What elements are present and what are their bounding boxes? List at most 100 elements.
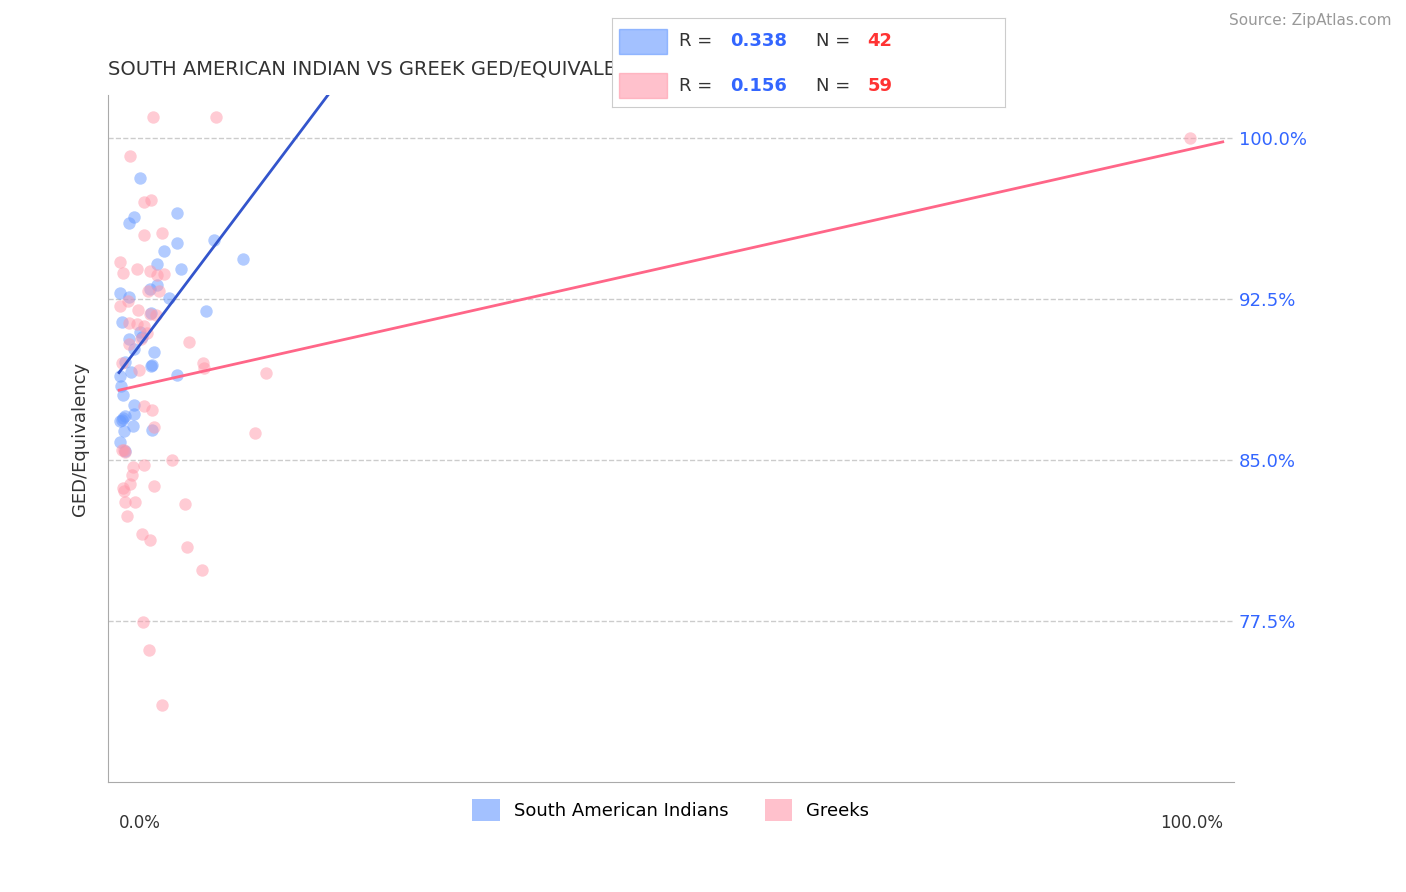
Point bbox=[139, 307, 162, 321]
Legend: South American Indians, Greeks: South American Indians, Greeks bbox=[465, 791, 876, 828]
Point bbox=[120, 365, 142, 379]
Point bbox=[143, 419, 166, 434]
Point bbox=[136, 284, 159, 298]
Point bbox=[112, 411, 135, 425]
Point bbox=[118, 477, 141, 491]
Point bbox=[153, 267, 176, 281]
Point bbox=[112, 388, 135, 402]
Point bbox=[117, 294, 139, 309]
Point bbox=[232, 252, 254, 267]
Point bbox=[170, 261, 193, 276]
Point bbox=[157, 292, 180, 306]
Point bbox=[134, 195, 156, 210]
Bar bbox=[620, 73, 666, 98]
Y-axis label: GED/Equivalency: GED/Equivalency bbox=[72, 362, 89, 516]
Point bbox=[146, 277, 169, 292]
Point bbox=[115, 508, 138, 523]
Point bbox=[110, 379, 132, 393]
Point bbox=[111, 315, 134, 329]
Point bbox=[118, 290, 141, 304]
Text: 100.0%: 100.0% bbox=[1160, 814, 1223, 832]
Text: 42: 42 bbox=[868, 32, 893, 50]
Point bbox=[176, 541, 198, 555]
Point bbox=[166, 235, 188, 250]
Point bbox=[112, 424, 135, 438]
Point bbox=[118, 316, 141, 330]
Point bbox=[122, 342, 145, 356]
Point bbox=[129, 326, 152, 340]
Point bbox=[111, 266, 134, 280]
Point bbox=[205, 110, 228, 124]
Point bbox=[141, 359, 163, 373]
Point bbox=[134, 319, 156, 334]
Point bbox=[112, 442, 135, 457]
Point bbox=[114, 494, 136, 508]
Point bbox=[150, 698, 173, 712]
Point bbox=[166, 205, 188, 219]
Point bbox=[256, 366, 278, 380]
Point bbox=[129, 333, 152, 347]
Point bbox=[131, 329, 153, 343]
Point bbox=[141, 403, 163, 417]
Point bbox=[108, 299, 131, 313]
Point bbox=[129, 170, 152, 185]
Text: N =: N = bbox=[817, 32, 856, 50]
Point bbox=[121, 459, 143, 474]
Point bbox=[145, 309, 167, 323]
Point bbox=[142, 479, 165, 493]
Point bbox=[177, 335, 200, 350]
Point bbox=[139, 533, 162, 547]
Point bbox=[146, 268, 169, 283]
Point bbox=[108, 434, 131, 449]
Point bbox=[110, 255, 132, 269]
Point bbox=[118, 332, 141, 346]
Point bbox=[108, 286, 131, 301]
Point bbox=[111, 413, 134, 427]
Point bbox=[112, 483, 135, 498]
Point bbox=[122, 407, 145, 421]
Point bbox=[122, 210, 145, 224]
Point bbox=[162, 452, 184, 467]
Point bbox=[124, 495, 146, 509]
Point bbox=[134, 458, 156, 472]
Point bbox=[127, 302, 149, 317]
Point bbox=[111, 481, 134, 495]
Point bbox=[111, 442, 134, 457]
Point bbox=[122, 398, 145, 412]
Point bbox=[191, 563, 214, 577]
Point bbox=[135, 326, 157, 340]
Point bbox=[131, 527, 153, 541]
Text: 0.0%: 0.0% bbox=[120, 814, 160, 832]
Point bbox=[243, 425, 266, 440]
Point bbox=[108, 414, 131, 428]
Point bbox=[132, 399, 155, 413]
Point bbox=[132, 228, 155, 243]
Point bbox=[114, 355, 136, 369]
Point bbox=[174, 497, 197, 511]
Point bbox=[122, 418, 145, 433]
Point bbox=[138, 643, 160, 657]
Text: R =: R = bbox=[679, 32, 717, 50]
Point bbox=[108, 368, 131, 383]
Point bbox=[121, 467, 143, 482]
Point bbox=[114, 444, 136, 458]
Point bbox=[138, 282, 160, 296]
Text: R =: R = bbox=[679, 77, 717, 95]
Point bbox=[139, 306, 162, 320]
Point bbox=[146, 257, 169, 271]
Point bbox=[111, 356, 134, 370]
Point bbox=[142, 110, 165, 124]
Point bbox=[139, 194, 162, 208]
Point bbox=[128, 363, 150, 377]
Point bbox=[150, 226, 173, 240]
Text: Source: ZipAtlas.com: Source: ZipAtlas.com bbox=[1229, 13, 1392, 29]
Point bbox=[139, 359, 162, 373]
Point bbox=[152, 244, 174, 258]
Point bbox=[195, 304, 218, 318]
Point bbox=[193, 360, 215, 375]
Bar bbox=[620, 29, 666, 54]
Point bbox=[114, 445, 136, 459]
Point bbox=[127, 261, 149, 276]
Text: 0.156: 0.156 bbox=[730, 77, 786, 95]
Point bbox=[1178, 131, 1201, 145]
